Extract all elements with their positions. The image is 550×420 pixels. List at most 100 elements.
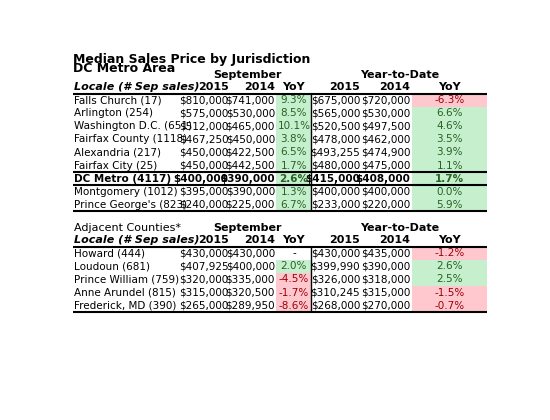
Text: $390,000: $390,000: [361, 261, 410, 271]
Text: 2015: 2015: [197, 81, 228, 92]
Text: $430,000: $430,000: [179, 248, 228, 258]
Text: $475,000: $475,000: [361, 160, 410, 171]
Text: $289,950: $289,950: [226, 301, 275, 311]
Text: $326,000: $326,000: [311, 275, 360, 284]
Bar: [412, 107, 487, 120]
Text: $493,255: $493,255: [310, 147, 360, 158]
Text: 6.7%: 6.7%: [280, 200, 307, 210]
Text: $318,000: $318,000: [361, 275, 410, 284]
Text: Washington D.C. (651): Washington D.C. (651): [74, 121, 192, 131]
Text: 2.6%: 2.6%: [279, 173, 309, 184]
Bar: [412, 286, 487, 299]
Text: 2014: 2014: [379, 81, 410, 92]
Text: Fairfax City (25): Fairfax City (25): [74, 160, 157, 171]
Text: 0.0%: 0.0%: [437, 187, 463, 197]
Text: $450,000: $450,000: [179, 147, 228, 158]
Bar: [277, 159, 311, 172]
Text: Prince William (759): Prince William (759): [74, 275, 179, 284]
Text: -1.7%: -1.7%: [279, 288, 309, 297]
Text: 4.6%: 4.6%: [436, 121, 463, 131]
Text: -6.3%: -6.3%: [434, 95, 465, 105]
Text: $675,000: $675,000: [311, 95, 360, 105]
Text: $530,000: $530,000: [226, 108, 275, 118]
Text: 2.5%: 2.5%: [436, 275, 463, 284]
Text: DC Metro (4117): DC Metro (4117): [74, 173, 171, 184]
Text: YoY: YoY: [283, 235, 305, 245]
Text: $270,000: $270,000: [361, 301, 410, 311]
Text: $520,500: $520,500: [311, 121, 360, 131]
Bar: [412, 94, 487, 107]
Text: $315,000: $315,000: [361, 288, 410, 297]
Text: YoY: YoY: [438, 235, 461, 245]
Text: 6.6%: 6.6%: [436, 108, 463, 118]
Text: -8.6%: -8.6%: [279, 301, 309, 311]
Text: 1.7%: 1.7%: [435, 173, 464, 184]
Bar: [412, 260, 487, 273]
Text: $400,000: $400,000: [174, 173, 228, 184]
Text: $497,500: $497,500: [361, 121, 410, 131]
Bar: [277, 299, 311, 312]
Text: $462,000: $462,000: [361, 134, 410, 144]
Text: September: September: [213, 223, 282, 233]
Text: $320,500: $320,500: [226, 288, 275, 297]
Text: 3.9%: 3.9%: [436, 147, 463, 158]
Text: Prince George's (823): Prince George's (823): [74, 200, 188, 210]
Text: Year-to-Date: Year-to-Date: [360, 70, 439, 80]
Text: -4.5%: -4.5%: [279, 275, 309, 284]
Bar: [412, 299, 487, 312]
Text: 1.3%: 1.3%: [280, 187, 307, 197]
Text: 2014: 2014: [379, 235, 410, 245]
Text: 2015: 2015: [197, 235, 228, 245]
Bar: [277, 273, 311, 286]
Text: $407,925: $407,925: [179, 261, 228, 271]
Text: Falls Church (17): Falls Church (17): [74, 95, 162, 105]
Text: -: -: [292, 248, 296, 258]
Text: Year-to-Date: Year-to-Date: [360, 223, 439, 233]
Text: $400,000: $400,000: [361, 187, 410, 197]
Bar: [277, 94, 311, 107]
Text: Alexandria (217): Alexandria (217): [74, 147, 161, 158]
Text: $565,000: $565,000: [311, 108, 360, 118]
Text: $240,000: $240,000: [179, 200, 228, 210]
Bar: [412, 172, 487, 185]
Text: Frederick, MD (390): Frederick, MD (390): [74, 301, 177, 311]
Text: $810,000: $810,000: [179, 95, 228, 105]
Text: Arlington (254): Arlington (254): [74, 108, 153, 118]
Text: YoY: YoY: [283, 81, 305, 92]
Text: $335,000: $335,000: [226, 275, 275, 284]
Bar: [412, 146, 487, 159]
Text: $450,000: $450,000: [179, 160, 228, 171]
Text: $422,500: $422,500: [226, 147, 275, 158]
Bar: [277, 260, 311, 273]
Text: $430,000: $430,000: [226, 248, 275, 258]
Text: $512,000: $512,000: [179, 121, 228, 131]
Text: Locale (# Sep sales): Locale (# Sep sales): [74, 81, 200, 92]
Text: $467,250: $467,250: [179, 134, 228, 144]
Text: $315,000: $315,000: [179, 288, 228, 297]
Text: Howard (444): Howard (444): [74, 248, 145, 258]
Text: $390,000: $390,000: [220, 173, 275, 184]
Text: Fairfax County (1118): Fairfax County (1118): [74, 134, 188, 144]
Text: September: September: [213, 70, 282, 80]
Bar: [277, 120, 311, 133]
Bar: [412, 273, 487, 286]
Text: $268,000: $268,000: [311, 301, 360, 311]
Text: $575,000: $575,000: [179, 108, 228, 118]
Bar: [412, 120, 487, 133]
Text: Adjacent Counties*: Adjacent Counties*: [74, 223, 181, 233]
Text: $480,000: $480,000: [311, 160, 360, 171]
Text: $400,000: $400,000: [226, 261, 275, 271]
Text: $450,000: $450,000: [226, 134, 275, 144]
Bar: [277, 286, 311, 299]
Text: $408,000: $408,000: [356, 173, 410, 184]
Text: 1.7%: 1.7%: [280, 160, 307, 171]
Text: $399,990: $399,990: [311, 261, 360, 271]
Text: $478,000: $478,000: [311, 134, 360, 144]
Text: $320,000: $320,000: [179, 275, 228, 284]
Text: 2015: 2015: [329, 81, 360, 92]
Text: -1.5%: -1.5%: [434, 288, 465, 297]
Text: $400,000: $400,000: [311, 187, 360, 197]
Bar: [412, 159, 487, 172]
Bar: [412, 185, 487, 198]
Text: 2.0%: 2.0%: [280, 261, 307, 271]
